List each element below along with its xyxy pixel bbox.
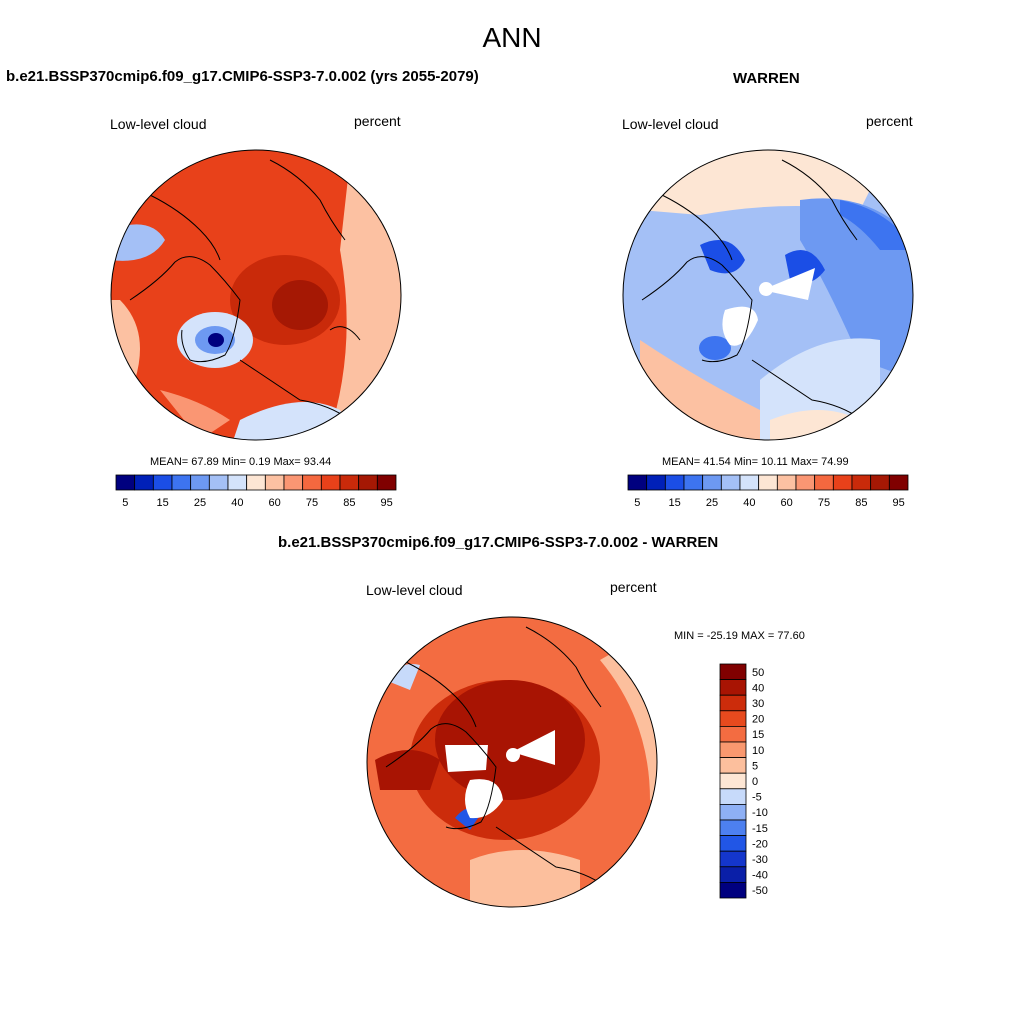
- diff-panel-title: b.e21.BSSP370cmip6.f09_g17.CMIP6-SSP3-7.…: [278, 534, 719, 551]
- test-colorbar-tick-label: 15: [157, 497, 169, 509]
- difference-colorbar-box: [719, 710, 747, 727]
- difference-colorbar-tick-label: 20: [752, 714, 764, 726]
- test-colorbar-tick-label: 5: [122, 497, 128, 509]
- colorbar-test: 5 15 25 40 60 75 85 95: [115, 474, 397, 509]
- test-colorbar-box: [358, 474, 378, 491]
- difference-colorbar-tick-label: -10: [752, 807, 768, 819]
- obs-colorbar-box: [795, 474, 816, 491]
- difference-colorbar-box: [719, 679, 747, 696]
- test-colorbar-box: [171, 474, 192, 491]
- test-colorbar-box: [302, 474, 322, 491]
- obs-colorbar-box: [627, 474, 648, 491]
- obs-stats: MEAN= 41.54 Min= 10.11 Max= 74.99: [662, 456, 849, 468]
- obs-colorbar-box: [870, 474, 890, 491]
- test-units-label: percent: [354, 113, 401, 129]
- obs-colorbar-box: [702, 474, 722, 491]
- difference-colorbar-tick-label: 50: [752, 667, 764, 679]
- test-colorbar-box: [320, 474, 341, 491]
- difference-colorbar-box: [719, 819, 747, 837]
- difference-colorbar-box: [719, 757, 747, 774]
- test-colorbar-tick-label: 60: [269, 497, 281, 509]
- obs-colorbar-box: [888, 474, 909, 491]
- difference-colorbar-box: [719, 835, 747, 852]
- difference-colorbar-tick-label: 0: [752, 776, 758, 788]
- difference-colorbar-box: [719, 788, 747, 805]
- difference-colorbar-tick-label: -30: [752, 854, 768, 866]
- difference-colorbar-box: [719, 850, 747, 868]
- test-colorbar-box: [283, 474, 304, 491]
- test-colorbar-box: [339, 474, 360, 491]
- difference-colorbar-box: [719, 741, 747, 759]
- diff-units-label: percent: [610, 579, 657, 595]
- test-colorbar-box: [376, 474, 397, 491]
- test-colorbar-box: [134, 474, 154, 491]
- difference-colorbar-tick-label: -40: [752, 870, 768, 882]
- difference-colorbar-tick-label: 10: [752, 745, 764, 757]
- difference-colorbar-tick-label: -5: [752, 792, 762, 804]
- colorbar-obs: 5 15 25 40 60 75 85 95: [627, 474, 909, 509]
- test-colorbar-box: [264, 474, 285, 491]
- obs-colorbar-box: [683, 474, 704, 491]
- difference-colorbar-box: [719, 663, 747, 681]
- test-colorbar-tick-label: 25: [194, 497, 206, 509]
- test-colorbar-box: [246, 474, 266, 491]
- difference-colorbar-tick-label: 40: [752, 682, 764, 694]
- obs-colorbar-tick-label: 60: [781, 497, 793, 509]
- difference-colorbar-box: [719, 804, 747, 821]
- obs-colorbar-box: [739, 474, 760, 491]
- obs-colorbar-box: [646, 474, 666, 491]
- obs-colorbar-box: [720, 474, 741, 491]
- test-variable-label: Low-level cloud: [110, 116, 207, 132]
- obs-colorbar-tick-label: 95: [893, 497, 905, 509]
- test-colorbar-tick-label: 40: [231, 497, 243, 509]
- obs-colorbar-box: [851, 474, 872, 491]
- test-colorbar-box: [152, 474, 173, 491]
- figure-title: ANN: [482, 22, 542, 53]
- obs-colorbar-box: [776, 474, 797, 491]
- obs-colorbar-tick-label: 40: [743, 497, 755, 509]
- test-colorbar-tick-label: 85: [343, 497, 355, 509]
- obs-colorbar-tick-label: 5: [634, 497, 640, 509]
- difference-colorbar-tick-label: -15: [752, 823, 768, 835]
- obs-colorbar-tick-label: 75: [818, 497, 830, 509]
- obs-colorbar-tick-label: 25: [706, 497, 718, 509]
- polar-map-test: [110, 149, 402, 441]
- obs-colorbar-tick-label: 15: [669, 497, 681, 509]
- test-panel-title: b.e21.BSSP370cmip6.f09_g17.CMIP6-SSP3-7.…: [6, 68, 479, 85]
- test-stats: MEAN= 67.89 Min= 0.19 Max= 93.44: [150, 456, 332, 468]
- polar-map-difference: [366, 616, 658, 908]
- obs-colorbar-box: [814, 474, 834, 491]
- difference-colorbar-tick-label: 15: [752, 729, 764, 741]
- test-colorbar-tick-label: 75: [306, 497, 318, 509]
- test-colorbar-box: [227, 474, 248, 491]
- obs-variable-label: Low-level cloud: [622, 116, 719, 132]
- obs-colorbar-box: [758, 474, 778, 491]
- obs-units-label: percent: [866, 113, 913, 129]
- difference-colorbar-tick-label: 30: [752, 698, 764, 710]
- obs-colorbar-box: [832, 474, 853, 491]
- test-colorbar-tick-label: 95: [381, 497, 393, 509]
- difference-colorbar-box: [719, 694, 747, 712]
- polar-map-obs: [622, 149, 914, 441]
- difference-colorbar-box: [719, 866, 747, 883]
- difference-colorbar-box: [719, 726, 747, 743]
- obs-colorbar-tick-label: 85: [855, 497, 867, 509]
- difference-colorbar-tick-label: -50: [752, 885, 768, 897]
- difference-colorbar-tick-label: 5: [752, 760, 758, 772]
- obs-panel-title: WARREN: [733, 70, 800, 87]
- difference-colorbar-tick-label: -20: [752, 838, 768, 850]
- difference-colorbar-box: [719, 882, 747, 899]
- difference-colorbar-box: [719, 772, 747, 790]
- test-colorbar-box: [190, 474, 210, 491]
- diff-variable-label: Low-level cloud: [366, 582, 463, 598]
- obs-colorbar-box: [664, 474, 685, 491]
- test-colorbar-box: [208, 474, 229, 491]
- test-colorbar-box: [115, 474, 136, 491]
- diff-stats: MIN = -25.19 MAX = 77.60: [674, 630, 805, 642]
